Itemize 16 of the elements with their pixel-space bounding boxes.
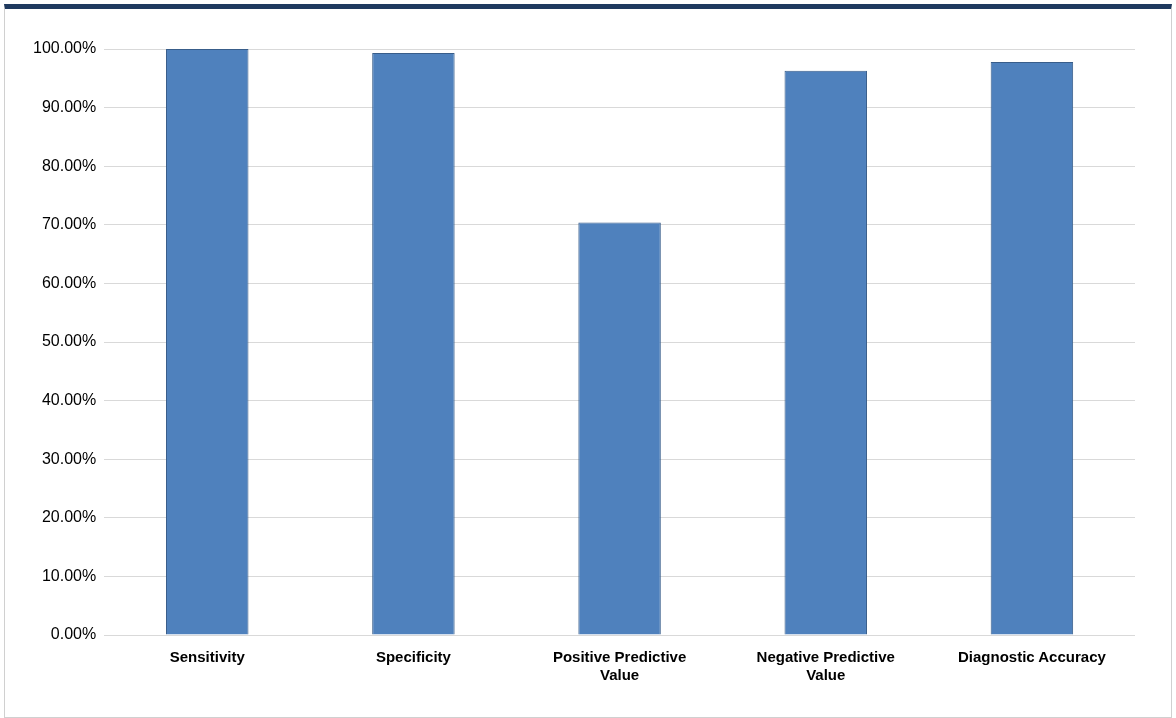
y-tick-label: 100.00% bbox=[32, 39, 97, 57]
x-tick-label: Diagnostic Accuracy bbox=[957, 648, 1107, 666]
x-tick-label: Specificity bbox=[375, 648, 452, 666]
y-tick-label: 0.00% bbox=[50, 625, 97, 643]
y-tick-label: 80.00% bbox=[41, 156, 97, 174]
y-tick-label: 70.00% bbox=[41, 215, 97, 233]
y-tick-label: 30.00% bbox=[41, 449, 97, 467]
y-tick-label: 40.00% bbox=[41, 391, 97, 409]
x-tick-label: Sensitivity bbox=[169, 648, 246, 666]
y-tick-label: 20.00% bbox=[41, 508, 97, 526]
y-tick-label: 60.00% bbox=[41, 273, 97, 291]
x-tick-label: Negative Predictive Value bbox=[756, 648, 895, 684]
y-tick-label: 10.00% bbox=[41, 566, 97, 584]
y-tick-label: 90.00% bbox=[41, 98, 97, 116]
x-tick-label: Positive Predictive Value bbox=[552, 648, 687, 684]
y-tick-label: 50.00% bbox=[41, 332, 97, 350]
